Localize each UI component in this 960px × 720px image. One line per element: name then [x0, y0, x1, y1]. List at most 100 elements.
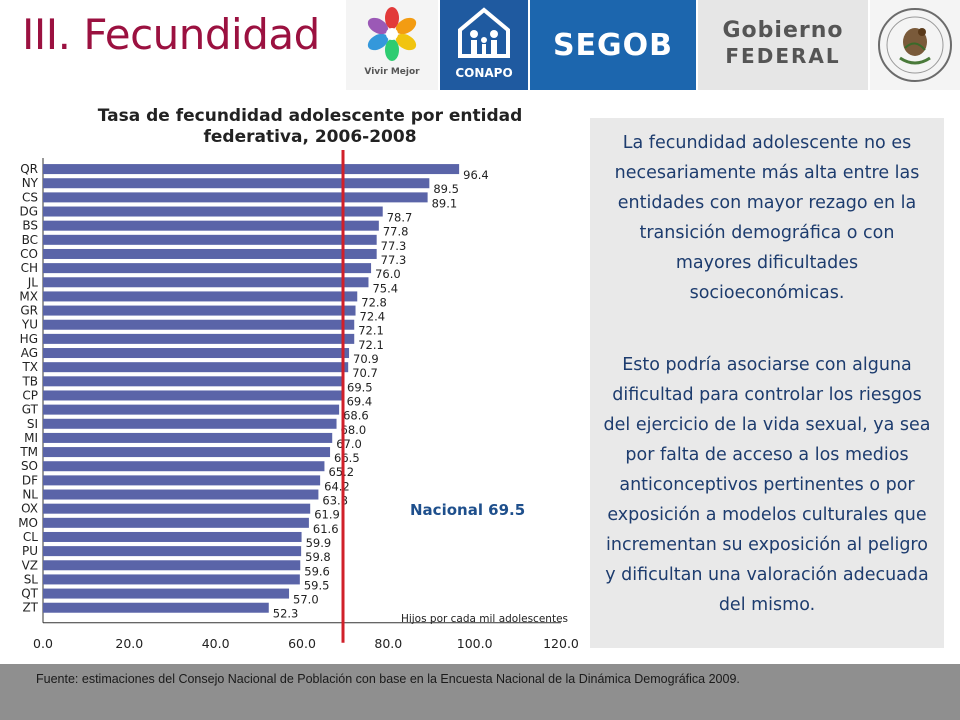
bar-gr: [43, 305, 356, 316]
value-label-hg: 72.1: [358, 338, 384, 352]
value-label-vz: 59.6: [304, 564, 330, 578]
value-label-df: 64.2: [324, 479, 350, 493]
federal-label: FEDERAL: [725, 44, 841, 68]
category-label-jl: JL: [27, 275, 39, 289]
gobierno-label: Gobierno: [722, 18, 844, 43]
vivir-mejor-label: Vivir Mejor: [364, 67, 420, 77]
vivir-mejor-logo: Vivir Mejor: [346, 0, 438, 90]
flower-icon: [367, 7, 417, 61]
bar-si: [43, 418, 337, 429]
category-label-ag: AG: [21, 346, 38, 360]
category-label-mx: MX: [19, 289, 38, 303]
value-label-ag: 70.9: [353, 352, 379, 366]
side-paragraph-1: La fecundidad adolescente no es necesari…: [614, 133, 920, 303]
value-label-ch: 76.0: [375, 267, 401, 281]
bar-mi: [43, 432, 333, 443]
bar-mo: [43, 517, 309, 528]
chart-title: Tasa de fecundidad adolescente por entid…: [97, 106, 523, 147]
bar-ny: [43, 178, 430, 189]
category-label-so: SO: [21, 459, 38, 473]
bar-hg: [43, 333, 355, 344]
bar-df: [43, 475, 321, 486]
bar-zt: [43, 602, 269, 613]
value-label-cl: 59.9: [306, 536, 332, 550]
bar-sl: [43, 574, 300, 585]
x-axis-title: Hijos por cada mil adolescentes: [401, 613, 568, 625]
category-label-dg: DG: [19, 205, 38, 219]
category-label-gt: GT: [22, 403, 39, 417]
bar-yu: [43, 319, 355, 330]
gobierno-federal-logo: Gobierno FEDERAL: [698, 0, 868, 90]
bar-ag: [43, 348, 350, 359]
value-label-mo: 61.6: [313, 522, 339, 536]
bar-qt: [43, 588, 290, 599]
conapo-logo: CONAPO: [440, 0, 528, 90]
value-label-bs: 77.8: [383, 225, 409, 239]
value-label-qr: 96.4: [463, 168, 489, 182]
bar-jl: [43, 277, 369, 288]
category-label-mi: MI: [24, 431, 38, 445]
value-label-co: 77.3: [381, 253, 407, 267]
category-label-ch: CH: [21, 261, 38, 275]
category-label-hg: HG: [20, 332, 38, 346]
value-label-dg: 78.7: [387, 211, 413, 225]
bar-bc: [43, 234, 377, 245]
category-label-cp: CP: [22, 388, 38, 402]
bar-so: [43, 461, 325, 472]
house-icon: [458, 7, 510, 58]
value-label-so: 65.2: [328, 465, 354, 479]
conapo-label: CONAPO: [455, 66, 513, 80]
footer: Fuente: estimaciones del Consejo Naciona…: [0, 664, 960, 720]
side-paragraph-2: Esto podría asociarse con alguna dificul…: [603, 355, 931, 615]
bar-ox: [43, 503, 311, 514]
value-label-tm: 66.5: [334, 451, 360, 465]
category-label-vz: VZ: [22, 558, 38, 572]
value-label-gt: 68.6: [343, 409, 369, 423]
x-tick-label: 40.0: [202, 636, 230, 651]
bar-ch: [43, 263, 372, 274]
bar-bs: [43, 220, 379, 231]
value-label-jl: 75.4: [372, 281, 398, 295]
value-label-qt: 57.0: [293, 593, 319, 607]
category-label-bc: BC: [22, 233, 38, 247]
bar-nl: [43, 489, 319, 500]
category-label-yu: YU: [21, 318, 38, 332]
category-label-mo: MO: [18, 516, 38, 530]
category-label-zt: ZT: [22, 601, 38, 615]
category-label-si: SI: [27, 417, 38, 431]
segob-label: SEGOB: [552, 28, 674, 63]
value-label-ny: 89.5: [433, 182, 459, 196]
x-tick-label: 20.0: [115, 636, 143, 651]
value-label-tb: 69.5: [347, 380, 373, 394]
bar-tm: [43, 447, 331, 458]
bar-cl: [43, 531, 302, 542]
value-label-cp: 69.4: [347, 394, 373, 408]
category-label-co: CO: [20, 247, 38, 261]
value-label-sl: 59.5: [304, 578, 330, 592]
x-tick-label: 80.0: [374, 636, 402, 651]
bar-dg: [43, 206, 383, 217]
category-label-cs: CS: [22, 190, 38, 204]
value-label-tx: 70.7: [352, 366, 378, 380]
x-tick-label: 100.0: [457, 636, 493, 651]
side-panel: La fecundidad adolescente no es necesari…: [590, 118, 944, 648]
category-label-tx: TX: [21, 360, 38, 374]
bar-cs: [43, 192, 428, 203]
category-label-qr: QR: [20, 162, 38, 176]
value-label-zt: 52.3: [273, 607, 299, 621]
category-label-ny: NY: [22, 176, 39, 190]
category-label-df: DF: [22, 473, 38, 487]
x-tick-label: 60.0: [288, 636, 316, 651]
national-seal-icon: [878, 8, 952, 82]
value-label-mx: 72.8: [361, 295, 387, 309]
bar-tx: [43, 362, 349, 373]
bar-co: [43, 248, 377, 259]
category-label-pu: PU: [22, 544, 38, 558]
bar-chart: QR 96.4 NY 89.5 CS 89.1 DG 78.7 BS 77.8 BC 77.3 CO 77…: [18, 150, 579, 651]
category-label-gr: GR: [20, 304, 38, 318]
value-label-ox: 61.9: [314, 508, 340, 522]
bar-pu: [43, 546, 302, 557]
x-tick-label: 120.0: [543, 636, 579, 651]
bar-mx: [43, 291, 358, 302]
category-label-ox: OX: [21, 502, 38, 516]
